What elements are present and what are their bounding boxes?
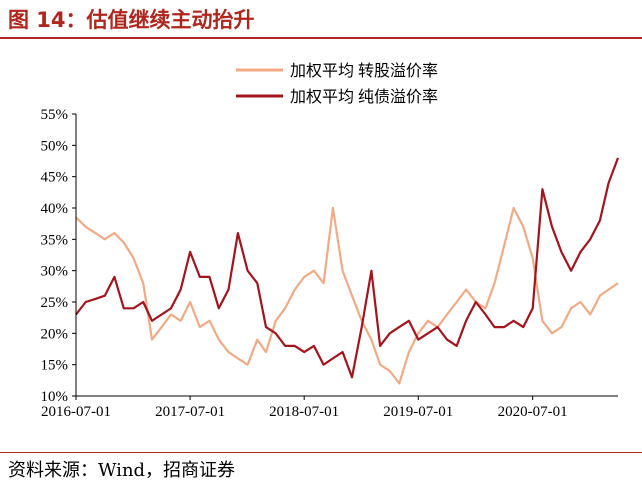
- y-tick-label: 35%: [41, 232, 69, 248]
- y-tick-label: 25%: [41, 295, 69, 311]
- y-tick-label: 15%: [41, 358, 69, 374]
- series-line-convertible-premium: [75, 206, 619, 385]
- x-tick-label: 2019-07-01: [383, 404, 453, 420]
- x-tick-label: 2016-07-01: [41, 404, 111, 420]
- y-tick-label: 50%: [41, 138, 69, 154]
- x-tick-label: 2018-07-01: [269, 404, 339, 420]
- x-tick-label: 2017-07-01: [155, 404, 225, 420]
- x-tick-label: 2020-07-01: [498, 404, 568, 420]
- y-tick-label: 45%: [41, 170, 69, 186]
- y-tick-label: 30%: [41, 264, 69, 280]
- y-tick-label: 40%: [41, 201, 69, 217]
- y-tick-label: 55%: [41, 107, 69, 123]
- series-line-pure-bond-premium: [75, 157, 620, 379]
- chart-axes: 10% 15% 20% 25% 30% 35% 40% 45% 50% 55% 2016-07-01…: [41, 107, 618, 420]
- legend-label: 加权平均 纯债溢价率: [290, 88, 438, 106]
- y-tick-label: 10%: [41, 389, 69, 405]
- title-divider: [0, 37, 642, 39]
- source-note: 资料来源：Wind，招商证券: [8, 460, 236, 481]
- legend-label: 加权平均 转股溢价率: [290, 62, 438, 80]
- figure-title: 图 14：估值继续主动抬升: [8, 8, 255, 32]
- chart-area: 加权平均 转股溢价率 加权平均 纯债溢价率 10% 15% 20% 25% 30% 35% 4…: [0, 42, 642, 442]
- y-tick-label: 20%: [41, 326, 69, 342]
- source-divider: [0, 452, 642, 453]
- series-layer: [75, 157, 620, 385]
